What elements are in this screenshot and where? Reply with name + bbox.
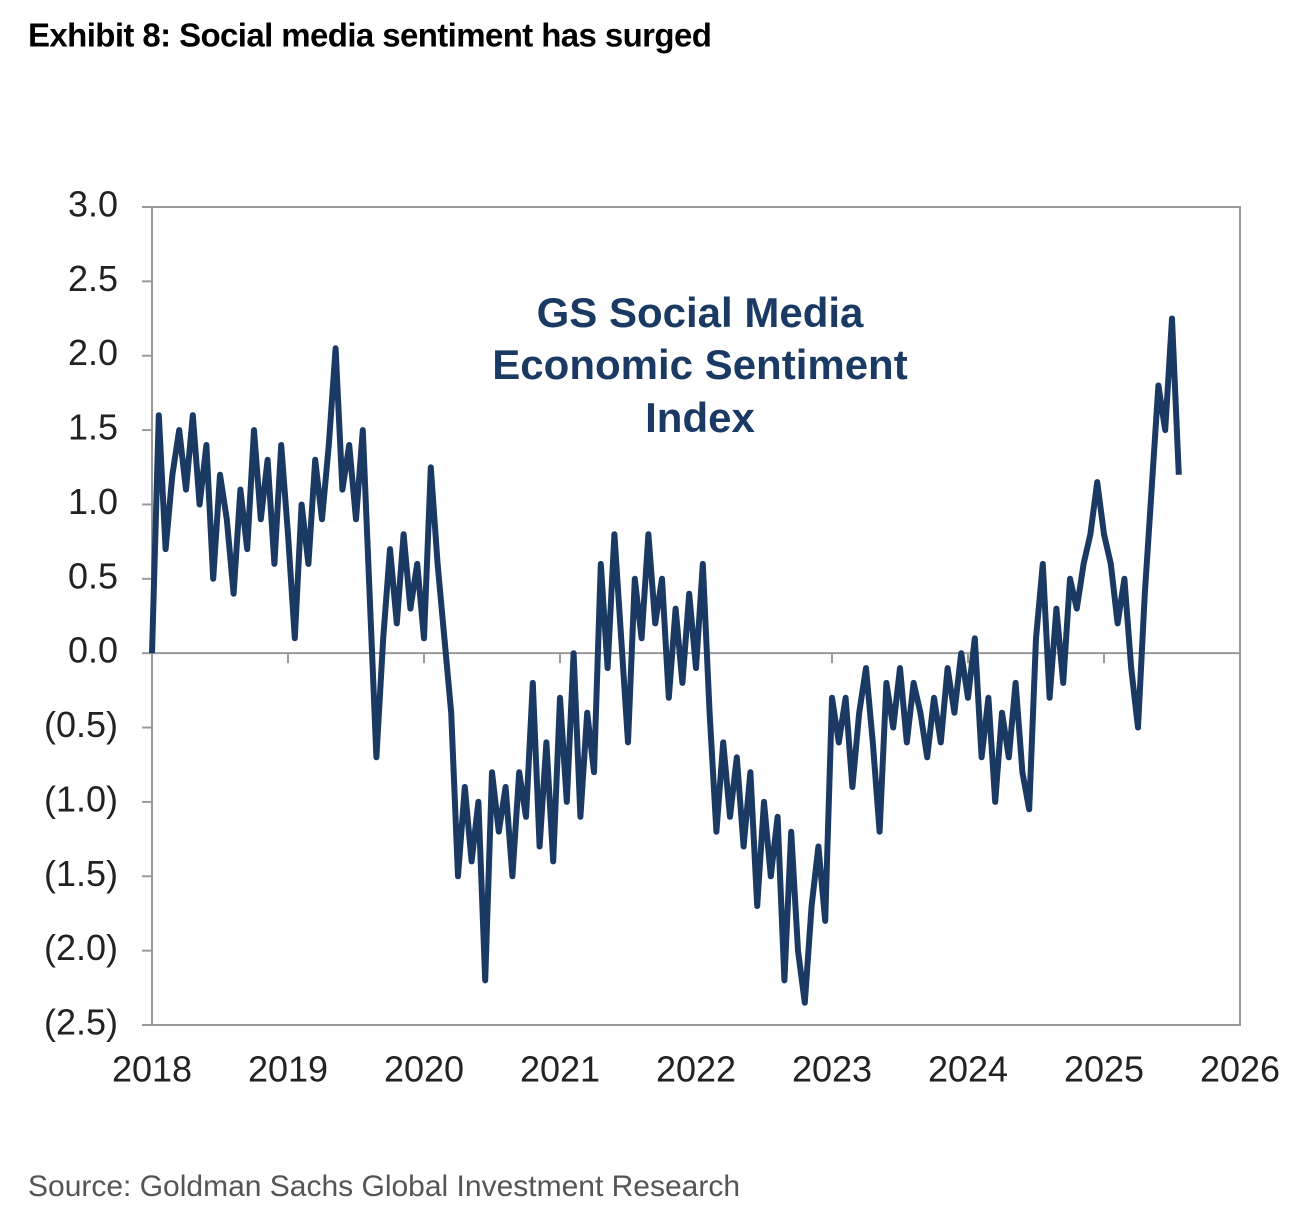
x-tick-label: 2026 bbox=[1200, 1049, 1280, 1090]
y-tick-label: (1.5) bbox=[44, 853, 118, 894]
chart-title: Exhibit 8: Social media sentiment has su… bbox=[28, 17, 711, 54]
y-tick-label: (2.0) bbox=[44, 927, 118, 968]
y-tick-label: (1.0) bbox=[44, 778, 118, 819]
series-line bbox=[149, 315, 1182, 1006]
y-tick-label: 3.0 bbox=[68, 184, 118, 225]
x-tick-label: 2019 bbox=[248, 1049, 328, 1090]
y-tick-label: (0.5) bbox=[44, 704, 118, 745]
y-tick-label: 1.0 bbox=[68, 481, 118, 522]
y-tick-label: 0.5 bbox=[68, 555, 118, 596]
annotation: Index bbox=[645, 394, 755, 441]
x-tick-label: 2022 bbox=[656, 1049, 736, 1090]
x-tick-label: 2021 bbox=[520, 1049, 600, 1090]
y-tick-label: 1.5 bbox=[68, 407, 118, 448]
x-tick-label: 2020 bbox=[384, 1049, 464, 1090]
y-tick-label: 2.0 bbox=[68, 332, 118, 373]
y-tick-label: (2.5) bbox=[44, 1002, 118, 1043]
x-tick-label: 2025 bbox=[1064, 1049, 1144, 1090]
source: Source: Goldman Sachs Global Investment … bbox=[28, 1170, 740, 1203]
y-tick-label: 2.5 bbox=[68, 258, 118, 299]
x-tick-label: 2018 bbox=[112, 1049, 192, 1090]
annotation: GS Social Media bbox=[537, 289, 864, 336]
annotation: Economic Sentiment bbox=[492, 341, 907, 388]
y-tick-label: 0.0 bbox=[68, 630, 118, 671]
x-tick-label: 2023 bbox=[792, 1049, 872, 1090]
x-tick-label: 2024 bbox=[928, 1049, 1008, 1090]
